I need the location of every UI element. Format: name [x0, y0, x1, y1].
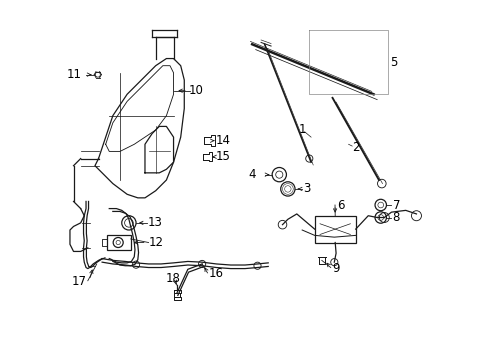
Text: 9: 9 — [332, 262, 339, 275]
Text: 4: 4 — [248, 168, 256, 181]
Text: 18: 18 — [166, 273, 181, 285]
Text: 10: 10 — [189, 84, 204, 97]
Text: 17: 17 — [72, 275, 87, 288]
Text: 14: 14 — [216, 134, 231, 147]
Text: 7: 7 — [392, 198, 400, 212]
Text: 13: 13 — [147, 216, 162, 229]
Text: 11: 11 — [66, 68, 81, 81]
Text: 8: 8 — [392, 211, 400, 224]
Text: 1: 1 — [298, 123, 306, 136]
Text: 5: 5 — [390, 55, 397, 69]
Text: 16: 16 — [208, 267, 223, 280]
Text: 15: 15 — [216, 150, 231, 163]
Text: 2: 2 — [352, 141, 360, 154]
Text: 6: 6 — [337, 198, 344, 212]
Bar — [315, 216, 356, 243]
Text: 12: 12 — [148, 236, 164, 249]
Text: 3: 3 — [303, 183, 310, 195]
